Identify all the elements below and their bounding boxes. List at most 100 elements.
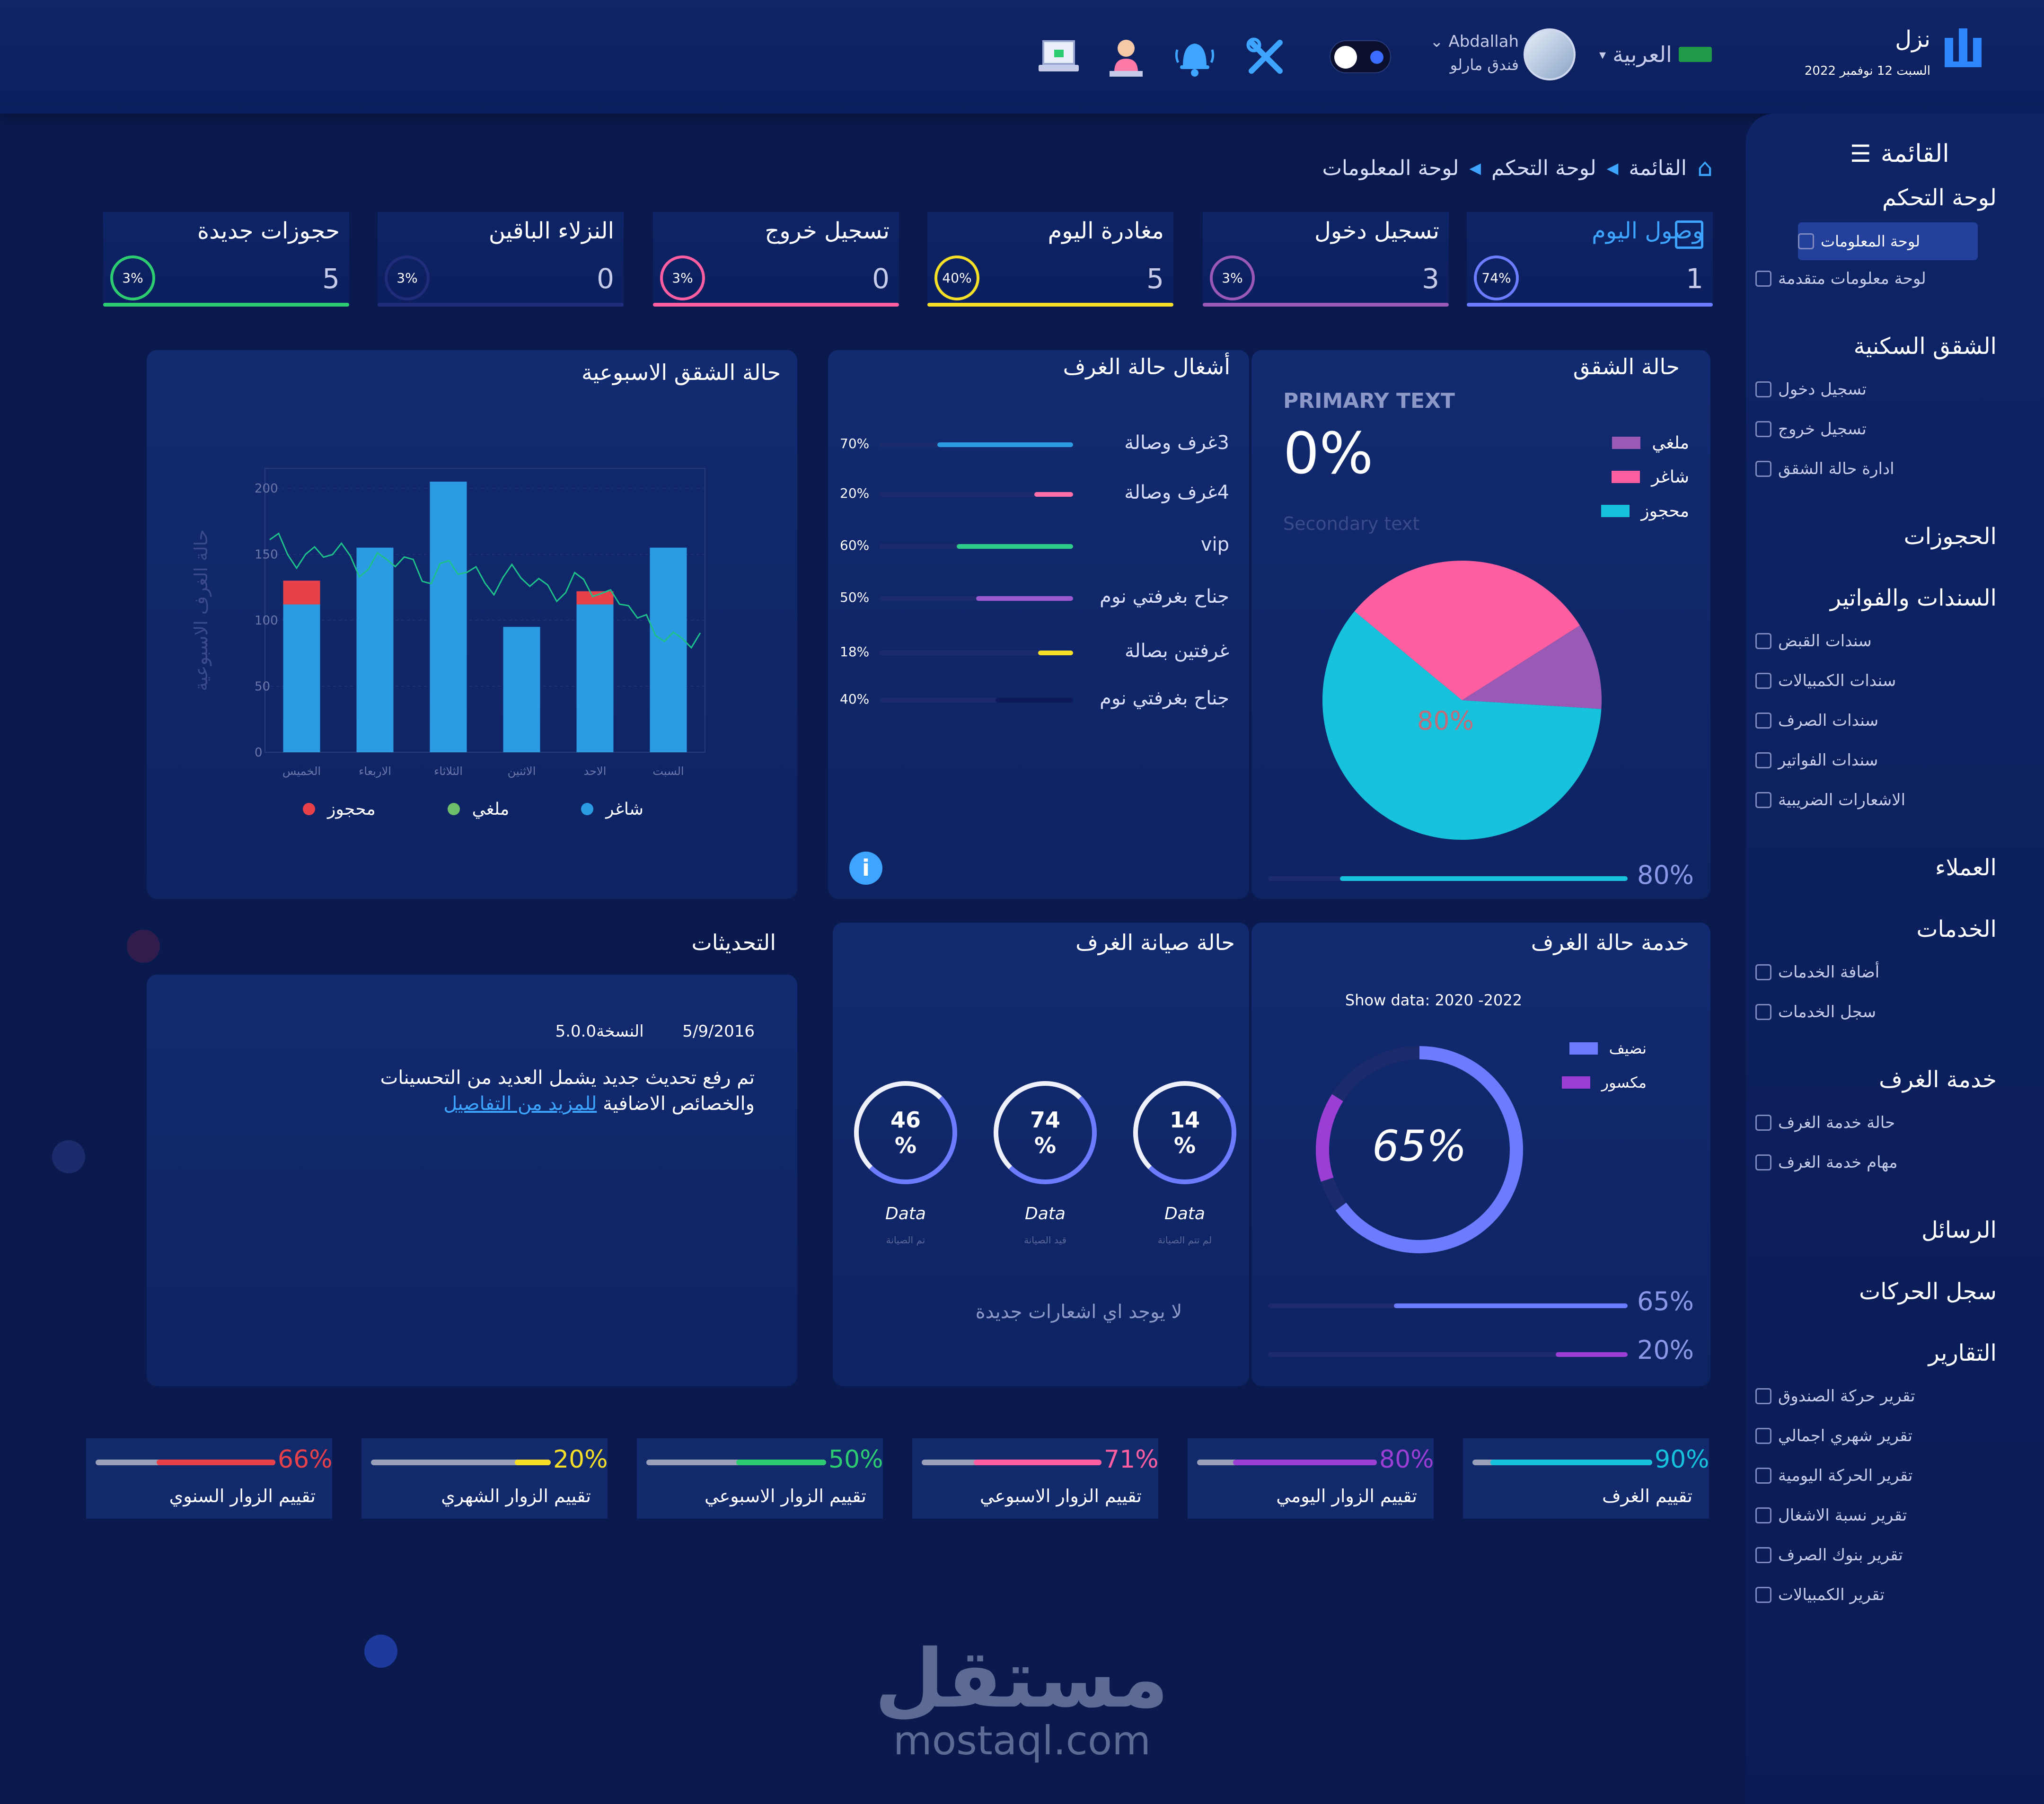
brand-name: نزل <box>1895 26 1930 53</box>
sidebar-item[interactable]: تسجيل خروج <box>1755 415 1982 443</box>
sidebar-menu-header[interactable]: القائمة ☰ <box>1850 137 1973 170</box>
rating-track <box>922 1460 1101 1465</box>
sidebar-item-icon <box>1755 1507 1771 1523</box>
stat-label: وصول اليوم <box>1592 218 1703 244</box>
sidebar-item[interactable]: تقرير بنوك الصرف <box>1755 1541 1982 1569</box>
sidebar-item[interactable]: سندات القبض <box>1755 627 1982 655</box>
rating-pct: 71% <box>1104 1445 1159 1474</box>
sidebar-item-icon <box>1755 461 1771 477</box>
sidebar <box>1746 114 2044 1804</box>
rating-label: تقييم الزوار اليومي <box>1276 1486 1417 1506</box>
user-name[interactable]: Abdallah ⌄ <box>1430 32 1519 51</box>
rating-fill <box>1490 1460 1652 1465</box>
language-selector[interactable]: ▾ العربية <box>1599 38 1736 71</box>
weekly-chart-panel <box>147 350 797 899</box>
avatar[interactable] <box>1524 28 1576 80</box>
y-tick-label: 0 <box>255 746 263 760</box>
occupancy-fill <box>957 544 1073 549</box>
sidebar-item[interactable]: لوحة المعلومات <box>1798 222 1978 260</box>
stat-value: 5 <box>322 263 340 295</box>
rs-legend-item: مكسور <box>1552 1065 1647 1100</box>
sidebar-item[interactable]: لوحة معلومات متقدمة <box>1755 265 1982 292</box>
top-bar <box>0 0 2044 114</box>
update-more-link[interactable]: للمزيد من التفاصيل <box>443 1093 597 1115</box>
maintenance-value: 74 <box>1030 1107 1060 1133</box>
apartments-status-title: حالة الشقق <box>1573 354 1680 379</box>
sidebar-item[interactable]: تسجيل دخول <box>1755 376 1982 403</box>
sidebar-item[interactable]: تقرير شهري اجمالي <box>1755 1422 1982 1450</box>
rs-bar-fill <box>1556 1352 1628 1357</box>
sidebar-item[interactable]: سندات الكمبيالات <box>1755 667 1982 695</box>
sidebar-item[interactable]: ادارة حالة الشقق <box>1755 455 1982 483</box>
rs-bar-pct: 65% <box>1637 1286 1694 1316</box>
chevron-left-icon: ◀ <box>1469 159 1481 177</box>
brand-date: السبت 12 نوفمبر 2022 <box>1804 64 1930 78</box>
sidebar-item-icon <box>1755 964 1771 980</box>
stat-value: 5 <box>1146 263 1164 295</box>
sidebar-item[interactable]: أضافة الخدمات <box>1755 959 1982 986</box>
rating-fill <box>974 1460 1101 1465</box>
laptop-icon[interactable] <box>1036 35 1081 78</box>
sidebar-item[interactable]: سندات الفواتير <box>1755 747 1982 774</box>
show-data-label: Show data: 2020 -2022 <box>1345 991 1523 1009</box>
y-axis-label: حالة الغرف الاسبوعية <box>191 529 212 691</box>
rating-track <box>1472 1460 1652 1465</box>
sidebar-section-header[interactable]: سجل الحركات <box>1859 1278 1997 1305</box>
room-service-legend: نضيف مكسور <box>1552 1031 1647 1100</box>
sidebar-item[interactable]: مهام خدمة الغرف <box>1755 1149 1982 1176</box>
sidebar-section-header[interactable]: العملاء <box>1935 854 1997 881</box>
occupancy-track <box>879 492 1073 497</box>
sidebar-section-header[interactable]: التقارير <box>1928 1340 1997 1366</box>
maintenance-label: Data <box>1164 1204 1205 1223</box>
sidebar-section-header[interactable]: السندات والفواتير <box>1830 585 1997 611</box>
breadcrumb-home[interactable]: القائمة <box>1629 156 1687 180</box>
sidebar-section-header[interactable]: الخدمات <box>1916 916 1997 942</box>
sidebar-section-header[interactable]: الرسائل <box>1921 1217 1997 1243</box>
bar-vacant <box>356 547 394 752</box>
stat-ring: 3% <box>660 255 705 300</box>
sidebar-item[interactable]: تقرير نسبة الاشغال <box>1755 1502 1982 1529</box>
legend-swatch <box>1601 505 1630 517</box>
sidebar-item[interactable]: حالة خدمة الغرف <box>1755 1109 1982 1136</box>
sidebar-item[interactable]: سندات الصرف <box>1755 707 1982 734</box>
sidebar-section-header[interactable]: لوحة التحكم <box>1882 185 1997 211</box>
brand-logo <box>1940 24 1987 76</box>
maintenance-label: Data <box>885 1204 926 1223</box>
sidebar-item-icon <box>1755 752 1771 768</box>
stat-label: النزلاء الباقين <box>488 218 614 244</box>
stat-underline <box>1467 303 1713 307</box>
updates-meta: 5/9/2016 النسخة5.0.0 <box>544 1022 755 1041</box>
maintenance-value: 46 <box>890 1107 921 1133</box>
sidebar-section-header[interactable]: خدمة الغرف <box>1879 1066 1997 1093</box>
bell-icon[interactable] <box>1173 33 1216 80</box>
sidebar-item[interactable]: سجل الخدمات <box>1755 998 1982 1026</box>
chart-legend: محجوز ملغي شاغر <box>303 797 643 821</box>
sidebar-item[interactable]: الاشعارات الضريبية <box>1755 786 1982 814</box>
sidebar-item-label: حالة خدمة الغرف <box>1778 1113 1895 1132</box>
stat-label: مغادرة اليوم <box>1048 218 1164 244</box>
occupancy-label: جناح بغرفتي نوم <box>1100 586 1229 607</box>
stat-ring: 74% <box>1474 255 1519 300</box>
info-icon[interactable]: i <box>849 852 882 885</box>
big-percentage: 0% <box>1283 421 1374 487</box>
theme-toggle[interactable] <box>1330 40 1391 73</box>
stat-underline <box>1203 303 1449 307</box>
primary-text: PRIMARY TEXT <box>1283 389 1455 413</box>
tools-icon[interactable] <box>1244 35 1287 78</box>
rating-card <box>361 1438 608 1519</box>
updates-panel <box>147 975 797 1386</box>
sidebar-item[interactable]: تقرير الحركة اليومية <box>1755 1462 1982 1489</box>
reception-icon[interactable] <box>1105 34 1147 79</box>
sidebar-section-header[interactable]: الحجوزات <box>1903 523 1997 550</box>
update-date: 5/9/2016 <box>682 1022 755 1041</box>
rs-bar-pct: 20% <box>1637 1335 1694 1365</box>
sidebar-item-icon <box>1755 1428 1771 1444</box>
sidebar-item[interactable]: تقرير حركة الصندوق <box>1755 1382 1982 1410</box>
home-icon[interactable]: ⌂ <box>1697 154 1713 182</box>
sidebar-item[interactable]: تقرير الكمبيالات <box>1755 1581 1982 1609</box>
sidebar-section-header[interactable]: الشقق السكنية <box>1853 333 1997 360</box>
rating-pct: 80% <box>1379 1445 1434 1474</box>
update-line2: والخصائص الاضافية <box>603 1093 755 1115</box>
breadcrumb-dashboard[interactable]: لوحة التحكم <box>1491 156 1596 180</box>
occupancy-pct: 50% <box>840 590 870 605</box>
